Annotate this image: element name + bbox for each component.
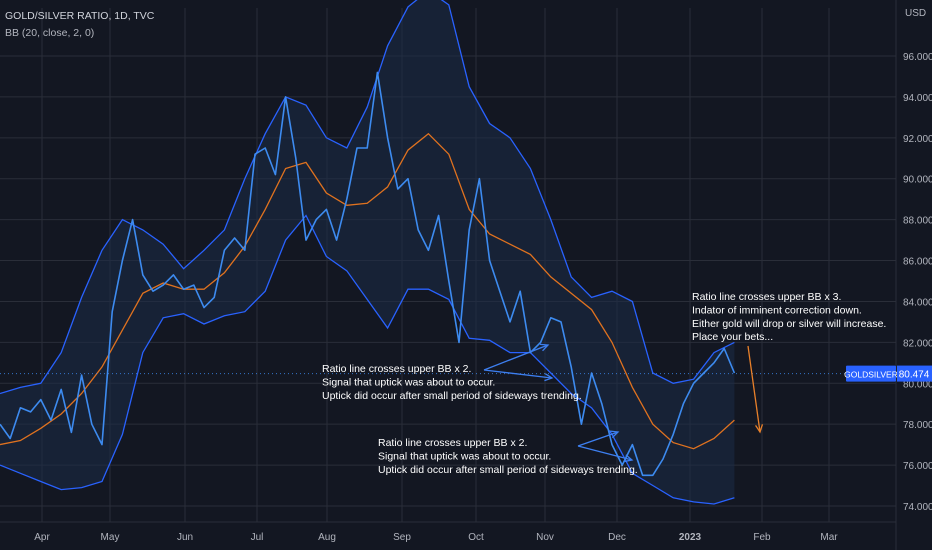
y-tick-label: 82.000: [903, 338, 932, 349]
y-tick-label: 76.000: [903, 461, 932, 472]
annotation-line: Ratio line crosses upper BB x 2.: [322, 363, 471, 375]
arrow-nov-lower-head: [624, 454, 634, 463]
arrow-oct-lower[interactable]: [483, 369, 553, 379]
annotation-nov-signal[interactable]: Ratio line crosses upper BB x 2. Signal t…: [378, 437, 638, 476]
annotation-line: Place your bets...: [692, 331, 773, 343]
x-tick-label: Apr: [34, 532, 50, 543]
annotation-line: Ratio line crosses upper BB x 2.: [378, 437, 527, 449]
annotation-line: Uptick did occur after small period of s…: [378, 464, 638, 476]
arrow-correction-down-head: [755, 424, 764, 434]
annotation-oct-signal[interactable]: Ratio line crosses upper BB x 2. Signal t…: [322, 363, 582, 402]
arrow-nov-upper-head: [609, 430, 620, 439]
y-tick-label: 90.000: [903, 175, 932, 186]
arrow-oct-lower-head: [544, 373, 554, 382]
annotation-line: Either gold will drop or silver will inc…: [692, 318, 886, 330]
x-tick-label: Feb: [753, 532, 771, 543]
price-axis-unit: USD: [905, 8, 926, 19]
symbol-tag[interactable]: [846, 365, 896, 382]
x-tick-label: Jul: [251, 532, 264, 543]
upper-band-line[interactable]: [0, 0, 735, 395]
annotation-line: Signal that uptick was about to occur.: [378, 450, 551, 462]
x-tick-label: Mar: [820, 532, 838, 543]
y-tick-label: 96.000: [903, 52, 932, 63]
x-tick-label: Nov: [536, 532, 554, 543]
y-tick-label: 78.000: [903, 420, 932, 431]
basis-line[interactable]: [0, 132, 735, 450]
annotation-line: Uptick did occur after small period of s…: [322, 390, 582, 402]
price-line[interactable]: [0, 71, 736, 477]
annotation-bb-x3[interactable]: Ratio line crosses upper BB x 3. Indator …: [692, 291, 886, 343]
y-tick-label: 86.000: [903, 257, 932, 268]
symbol-tag-text: GOLDSILVER: [844, 370, 898, 380]
x-tick-label: Aug: [318, 532, 336, 543]
bollinger-band-fill: [0, 0, 735, 504]
symbol-title[interactable]: GOLD/SILVER RATIO, 1D, TVC: [5, 10, 155, 22]
y-tick-label: 74.000: [903, 502, 932, 513]
price-tag-value: 80.474: [899, 370, 930, 381]
x-tick-label: Jun: [177, 532, 193, 543]
annotation-line: Indator of imminent correction down.: [692, 304, 862, 316]
y-tick-label: 84.000: [903, 297, 932, 308]
chart-legend: GOLD/SILVER RATIO, 1D, TVC BB (20, close…: [5, 8, 154, 42]
arrow-oct-upper-head: [539, 343, 550, 352]
y-tick-label: 92.000: [903, 134, 932, 145]
y-tick-label: 88.000: [903, 216, 932, 227]
y-tick-label: 80.000: [903, 379, 932, 390]
annotation-line: Signal that uptick was about to occur.: [322, 376, 495, 388]
x-tick-label: Dec: [608, 532, 626, 543]
x-tick-label: 2023: [679, 532, 702, 543]
arrow-nov-upper[interactable]: [577, 431, 619, 447]
price-tag[interactable]: [897, 365, 932, 382]
arrow-correction-down[interactable]: [747, 345, 761, 433]
x-tick-label: Sep: [393, 532, 411, 543]
x-tick-label: Oct: [468, 532, 484, 543]
y-tick-label: 94.000: [903, 93, 932, 104]
arrow-nov-lower[interactable]: [577, 445, 633, 461]
arrow-oct-upper[interactable]: [483, 344, 549, 371]
x-tick-label: May: [101, 532, 120, 543]
indicator-title[interactable]: BB (20, close, 2, 0): [5, 27, 95, 39]
annotation-line: Ratio line crosses upper BB x 3.: [692, 291, 841, 303]
